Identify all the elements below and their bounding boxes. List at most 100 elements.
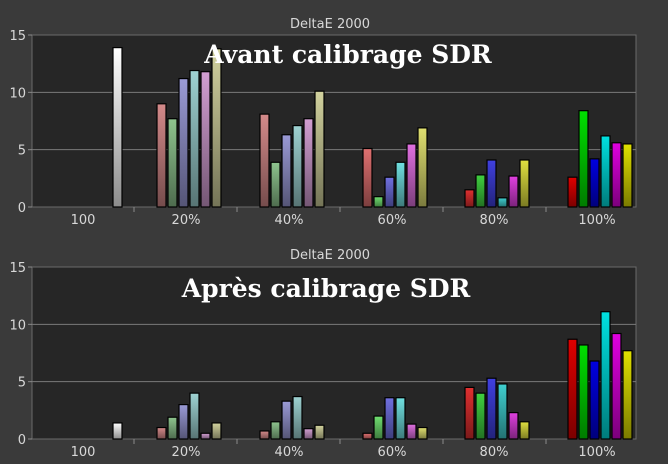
x-tick-label: 100% <box>578 445 615 460</box>
bar <box>589 360 600 440</box>
bar <box>292 124 303 208</box>
x-tick-label: 100 <box>71 213 96 228</box>
chart-after-calibration: DeltaE 2000 0 5 10 15 100 20% 40% 60% 80% 100% A… <box>0 232 668 464</box>
plot-area <box>31 266 637 440</box>
bar <box>395 397 406 440</box>
bar <box>211 48 222 208</box>
y-axis-ticks: 0 5 10 15 <box>9 29 32 216</box>
y-tick-label: 5 <box>18 144 26 159</box>
bar <box>486 159 497 208</box>
chart-after-svg: DeltaE 2000 0 5 10 15 100 20% 40% 60% 80% 100% A… <box>0 232 668 464</box>
bar <box>475 392 486 440</box>
bar <box>417 426 428 440</box>
x-tick-label: 60% <box>378 445 407 460</box>
plot-area <box>31 34 637 208</box>
bar <box>167 118 178 208</box>
chart-title: DeltaE 2000 <box>290 17 370 32</box>
bar <box>259 113 270 208</box>
bar <box>362 432 373 440</box>
bar <box>362 147 373 208</box>
bar <box>384 397 395 440</box>
y-tick-label: 5 <box>18 376 26 391</box>
grid-lines <box>32 91 636 151</box>
bar <box>303 428 314 440</box>
bars <box>112 311 633 440</box>
bar <box>189 392 200 440</box>
bars <box>112 47 633 208</box>
bar <box>259 430 270 440</box>
y-tick-label: 0 <box>18 201 26 216</box>
bar <box>281 134 292 208</box>
bar <box>611 332 622 440</box>
bar <box>112 47 123 208</box>
bar <box>622 143 633 208</box>
x-tick-label: 100 <box>71 445 96 460</box>
bar <box>600 135 611 208</box>
bar <box>156 426 167 440</box>
bar <box>384 176 395 208</box>
overlay-title: Avant calibrage SDR <box>203 40 492 69</box>
bar <box>567 338 578 440</box>
y-tick-label: 15 <box>9 261 26 276</box>
bar <box>464 189 475 208</box>
x-axis-ticks: 100 20% 40% 60% 80% 100% <box>71 207 616 228</box>
bar <box>475 174 486 208</box>
x-axis-ticks: 100 20% 40% 60% 80% 100% <box>71 439 616 460</box>
bar <box>406 143 417 208</box>
bar <box>508 412 519 440</box>
chart-title: DeltaE 2000 <box>290 248 370 263</box>
bar <box>578 110 589 208</box>
bar <box>567 176 578 208</box>
bar <box>519 421 530 440</box>
chart-before-svg: DeltaE 2000 0 5 10 15 100 20% 40% 60% 80% 100% A… <box>9 17 637 228</box>
x-tick-label: 40% <box>275 213 304 228</box>
bar <box>578 344 589 440</box>
y-tick-label: 10 <box>9 86 26 101</box>
bar <box>189 69 200 208</box>
bar <box>622 350 633 440</box>
bar <box>200 71 211 208</box>
bar <box>600 311 611 440</box>
bar <box>303 118 314 208</box>
bar <box>200 432 211 440</box>
bar <box>167 416 178 440</box>
bar <box>611 142 622 208</box>
bar <box>406 423 417 440</box>
x-tick-label: 100% <box>578 213 615 228</box>
bar <box>373 196 384 208</box>
x-tick-label: 60% <box>378 213 407 228</box>
bar <box>270 421 281 440</box>
bar <box>211 422 222 440</box>
bar <box>589 158 600 208</box>
bar <box>497 197 508 208</box>
bar <box>156 103 167 208</box>
bar <box>314 90 325 208</box>
bar <box>178 404 189 440</box>
bar <box>270 161 281 208</box>
bar <box>281 400 292 440</box>
y-axis-ticks: 0 5 10 15 <box>9 261 32 448</box>
bar <box>497 383 508 440</box>
bar <box>395 161 406 208</box>
bar <box>486 377 497 440</box>
y-tick-label: 0 <box>18 433 26 448</box>
overlay-title: Après calibrage SDR <box>181 274 471 303</box>
bar <box>464 386 475 440</box>
x-tick-label: 20% <box>172 445 201 460</box>
bar <box>508 175 519 208</box>
chart-before-calibration: DeltaE 2000 0 5 10 15 100 20% 40% 60% 80% 100% A… <box>9 17 637 228</box>
grid-lines <box>32 323 636 383</box>
x-tick-label: 20% <box>172 213 201 228</box>
x-tick-label: 80% <box>480 445 509 460</box>
bar <box>292 395 303 440</box>
y-tick-label: 10 <box>9 318 26 333</box>
x-tick-label: 40% <box>275 445 304 460</box>
bar <box>314 424 325 440</box>
bar <box>417 127 428 208</box>
bar <box>112 422 123 440</box>
bar <box>373 415 384 440</box>
y-tick-label: 15 <box>9 29 26 44</box>
bar <box>519 159 530 208</box>
bar <box>178 77 189 208</box>
x-tick-label: 80% <box>480 213 509 228</box>
